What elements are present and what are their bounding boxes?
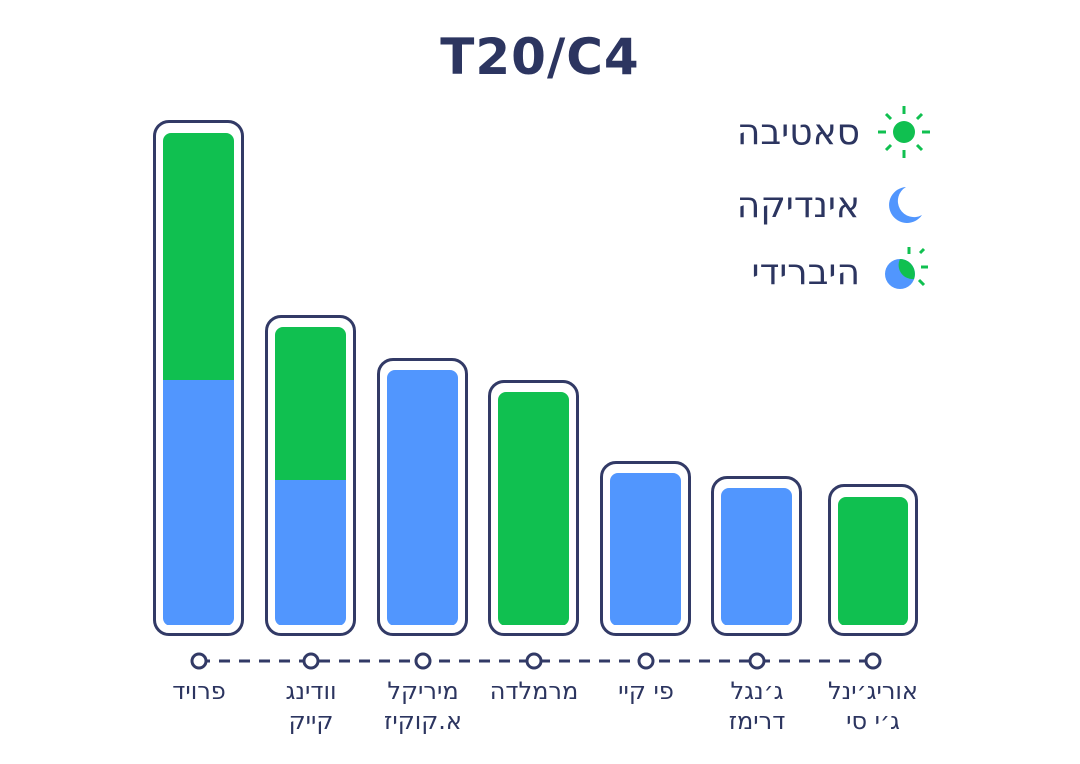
category-label-line2: א.קוקיז [384,707,462,735]
category-label-line1: מרמלדה [489,677,579,705]
bar-c5 [711,476,802,636]
moon-icon [889,187,922,223]
axis-marker [190,652,208,670]
bar-segment-indica [721,488,792,625]
bar-segment-indica [387,370,458,625]
legend-label-indica: אינדיקה [736,184,860,226]
bar-segment-sativa [163,133,234,380]
category-label-line2: דרימז [728,707,786,735]
bar-segment-indica [275,480,346,625]
bar-c1 [265,315,356,636]
category-label-c3: מרמלדה [474,676,594,706]
axis-marker [864,652,882,670]
category-label-c0: פרויד [139,676,259,706]
legend-label-hybrid: היברידי [751,251,860,293]
bar-c3 [488,380,579,636]
sun-icon [878,106,930,158]
legend-item-sativa: סאטיבה [736,106,932,158]
category-label-c6: אוריג׳ינל ג׳י סי [813,676,933,736]
bar-c2 [377,358,468,636]
hybrid-sun-moon-icon [885,247,928,289]
x-axis [190,652,882,670]
category-label-line1: מיריקל [387,677,459,705]
category-label-line1: פי קיי [618,677,674,705]
category-label-c1: וודינג קייק [251,676,371,736]
bar-segment-sativa [498,392,569,625]
bar-c0 [153,120,244,636]
axis-marker [302,652,320,670]
axis-marker [525,652,543,670]
category-label-c4: פי קיי [586,676,706,706]
axis-marker [748,652,766,670]
bar-segment-sativa [838,497,908,625]
legend-item-indica: אינדיקה [737,180,932,230]
category-label-line2: קייק [288,707,334,735]
category-label-line1: וודינג [285,677,337,705]
bar-c6 [828,484,918,636]
category-label-line1: אוריג׳ינל [828,677,918,705]
bar-c4 [600,461,691,636]
category-label-line2: ג׳י סי [846,707,900,735]
category-label-line1: פרויד [172,677,226,705]
bar-segment-sativa [275,327,346,480]
bar-segment-indica [163,380,234,625]
legend-item-hybrid: היברידי [752,247,932,297]
legend-label-sativa: סאטיבה [736,111,860,153]
category-label-c2: מיריקל א.קוקיז [363,676,483,736]
bar-segment-indica [610,473,681,625]
axis-marker [637,652,655,670]
axis-marker [414,652,432,670]
category-label-c5: ג׳נגל דרימז [697,676,817,736]
chart-title: T20/C4 [440,28,640,86]
category-label-line1: ג׳נגל [730,677,784,705]
